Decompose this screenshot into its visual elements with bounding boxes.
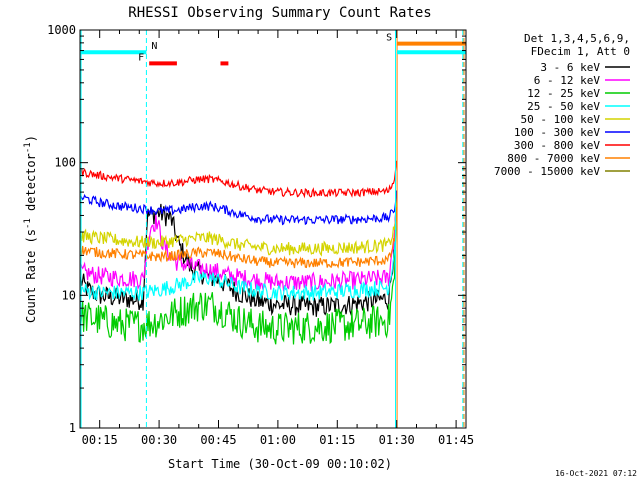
x-tick-label-4: 01:15: [319, 433, 355, 447]
series-line-5: [80, 190, 398, 226]
legend-label-4: 50 - 100 keV: [521, 113, 601, 126]
series-line-6: [80, 160, 398, 199]
y-tick-label-2: 100: [54, 156, 76, 170]
legend-header-line-1: Det 1,3,4,5,6,9,: [524, 32, 630, 45]
x-tick-label-3: 01:00: [260, 433, 296, 447]
y-tick-label-3: 1000: [47, 23, 76, 37]
legend-label-1: 6 - 12 keV: [534, 74, 601, 87]
footer-timestamp: 16-Oct-2021 07:12: [555, 469, 637, 478]
series-line-3: [80, 202, 398, 301]
y-axis-label-middle: detector: [24, 153, 38, 218]
plot-frame: [79, 29, 467, 429]
x-tick-label-5: 01:30: [379, 433, 415, 447]
plot-area: NF S: [80, 30, 466, 428]
x-tick-label-2: 00:45: [200, 433, 236, 447]
legend-label-3: 25 - 50 keV: [527, 100, 600, 113]
status-bar-label-1: F: [138, 52, 144, 63]
x-tick-label-0: 00:15: [82, 433, 118, 447]
x-axis-label: Start Time (30-Oct-09 00:10:02): [168, 457, 392, 471]
legend: Det 1,3,4,5,6,9, FDecim 1, Att 0 3 - 6 k…: [494, 32, 630, 178]
y-axis-label-exponent: -1: [23, 218, 33, 229]
legend-label-6: 300 - 800 keV: [514, 139, 600, 152]
series-line-7: [80, 207, 398, 269]
legend-label-5: 100 - 300 keV: [514, 126, 600, 139]
legend-label-2: 12 - 25 keV: [527, 87, 600, 100]
series-line-2: [80, 209, 398, 345]
y-axis-label-start: Count Rate (s: [24, 229, 38, 323]
chart-title: RHESSI Observing Summary Count Rates: [128, 5, 431, 21]
y-axis-label-exponent-2: -1: [23, 142, 33, 153]
legend-label-8: 7000 - 15000 keV: [494, 165, 600, 178]
status-bar-label-0: N: [151, 41, 157, 52]
y-axis-label: Count Rate (s-1 detector-1): [23, 135, 38, 323]
series-line-4: [80, 193, 398, 257]
series-line-0: [80, 195, 398, 317]
x-tick-label-6: 01:45: [438, 433, 474, 447]
y-tick-label-0: 1: [69, 421, 76, 435]
y-tick-label-1: 10: [62, 288, 76, 302]
status-bar-label-3: S: [386, 33, 392, 44]
legend-label-7: 800 - 7000 keV: [507, 152, 600, 165]
x-axis: 00:15 00:30 00:45 01:00 01:15 01:30 01:45: [82, 30, 474, 447]
x-tick-label-1: 00:30: [141, 433, 177, 447]
series-line-1: [80, 194, 398, 292]
legend-label-0: 3 - 6 keV: [540, 61, 600, 74]
legend-header-line-2: FDecim 1, Att 0: [531, 45, 630, 58]
y-axis-label-end: ): [24, 135, 38, 142]
y-axis: 1 10 100 1000: [47, 23, 466, 435]
